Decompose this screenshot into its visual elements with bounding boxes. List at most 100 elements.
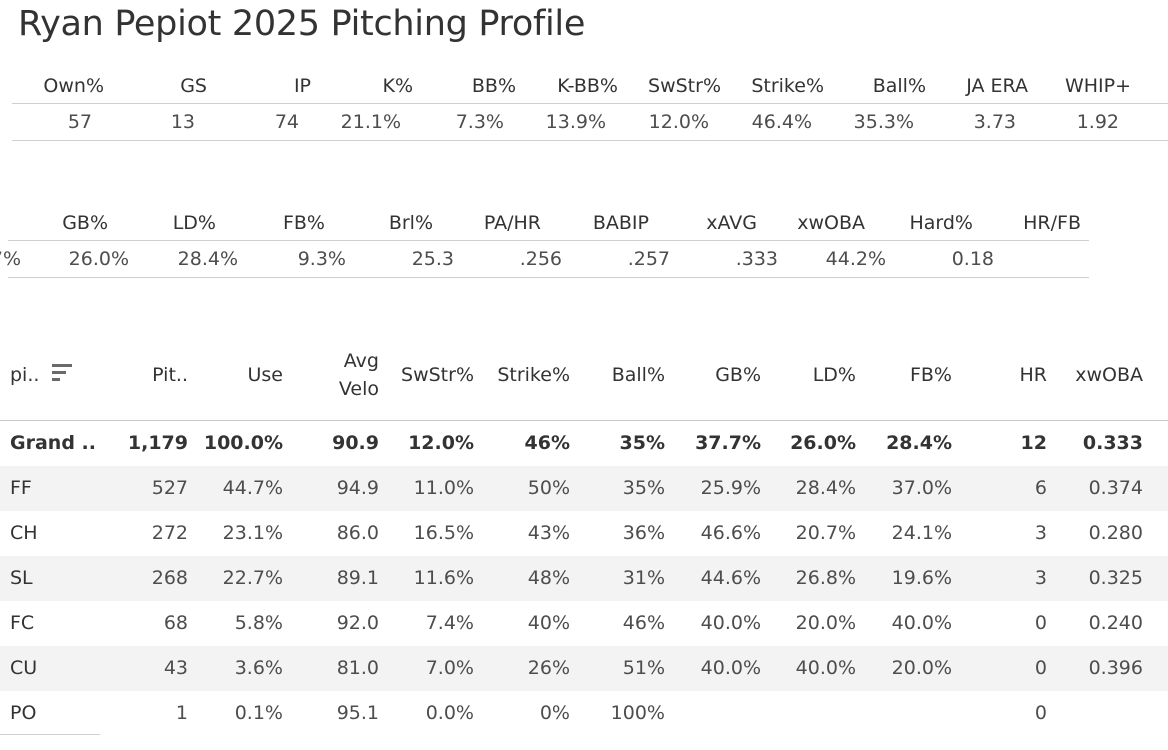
table-cell: 6 — [1034, 477, 1047, 499]
table-cell: 40.0% — [700, 612, 761, 634]
row-label: CU — [10, 657, 38, 679]
table-cell: 28.4% — [886, 432, 952, 454]
summary-header-6: SwStr% — [648, 75, 721, 97]
header-swstr: SwStr% — [401, 364, 474, 386]
row-label: PO — [10, 702, 37, 724]
sort-icon[interactable] — [52, 364, 74, 382]
table-row: CU 43 3.6% 81.0 7.0% 26% 51% 40.0% 40.0% 20.0% 0 0.… — [0, 646, 1168, 691]
batted-ball-value-row: 37.7% 26.0% 28.4% 9.3% 25.3 .256 .257 .333 44.2%… — [0, 240, 1089, 278]
table-cell: 0 — [1034, 702, 1047, 724]
table-cell: 37.0% — [891, 477, 952, 499]
table-cell: 94.9 — [336, 477, 379, 499]
batted_ball-header-4: PA/HR — [483, 212, 541, 234]
table-cell: 0.280 — [1088, 522, 1143, 544]
summary-value-1: 13 — [170, 111, 195, 133]
summary-header-0: Own% — [43, 75, 104, 97]
summary-header-7: Strike% — [751, 75, 824, 97]
summary-value-6: 12.0% — [648, 111, 709, 133]
batted_ball-value-7: .333 — [735, 248, 778, 270]
summary-header-row: Own% GS IP K% BB% K-BB% SwStr% Strike% Ball% JA E… — [0, 68, 1168, 104]
summary-header-8: Ball% — [872, 75, 926, 97]
header-xwoba: xwOBA — [1075, 364, 1143, 386]
table-row: FC 68 5.8% 92.0 7.4% 40% 46% 40.0% 20.0% 40.0% 0 0.… — [0, 601, 1168, 646]
table-cell: 40.0% — [891, 612, 952, 634]
batted-ball-table: GB% LD% FB% Brl% PA/HR BABIP xAVG xwOBA Hard% HR/… — [0, 205, 1168, 278]
table-cell: 43 — [163, 657, 188, 679]
batted_ball-value-3: 9.3% — [297, 248, 346, 270]
batted_ball-value-6: .257 — [627, 248, 670, 270]
row-label: SL — [10, 567, 33, 589]
table-bottom-border — [0, 734, 100, 735]
batted_ball-value-2: 28.4% — [177, 248, 238, 270]
table-cell: 50% — [527, 477, 570, 499]
table-cell: 51% — [622, 657, 665, 679]
table-cell: 40% — [527, 612, 570, 634]
batted_ball-value-9: 0.18 — [951, 248, 994, 270]
summary-value-2: 74 — [274, 111, 299, 133]
grand-total-row: Grand .. 1,179 100.0% 90.9 12.0% 46% 35% 37.7% 2… — [0, 421, 1168, 467]
batted-ball-header-row: GB% LD% FB% Brl% PA/HR BABIP xAVG xwOBA Hard% HR/… — [0, 205, 1168, 241]
table-cell: 0 — [1034, 612, 1047, 634]
table-cell: 43% — [527, 522, 570, 544]
table-cell: 89.1 — [336, 567, 379, 589]
table-cell: 35% — [622, 477, 665, 499]
summary-value-0: 57 — [67, 111, 92, 133]
summary-header-5: K-BB% — [557, 75, 618, 97]
table-cell: 0.325 — [1088, 567, 1143, 589]
table-cell: 527 — [151, 477, 188, 499]
summary-value-row: 57 13 74 21.1% 7.3% 13.9% 12.0% 46.4% 35.3% 3.73 1… — [12, 103, 1168, 141]
table-cell: 268 — [151, 567, 188, 589]
summary-value-8: 35.3% — [853, 111, 914, 133]
summary-value-10: 1.92 — [1076, 111, 1119, 133]
table-cell: 0.396 — [1088, 657, 1143, 679]
batted_ball-value-1: 26.0% — [68, 248, 129, 270]
table-cell: 44.6% — [700, 567, 761, 589]
table-cell: 48% — [527, 567, 570, 589]
table-cell: 0 — [1034, 657, 1047, 679]
table-row: PO 1 0.1% 95.1 0.0% 0% 100% 0 — [0, 691, 1168, 736]
table-cell: 3.6% — [234, 657, 283, 679]
summary-header-10: WHIP+ — [1064, 75, 1131, 97]
page-title: Ryan Pepiot 2025 Pitching Profile — [18, 4, 586, 44]
table-cell: 90.9 — [332, 432, 379, 454]
table-cell: 19.6% — [891, 567, 952, 589]
header-use: Use — [247, 364, 284, 386]
table-cell: 12 — [1020, 432, 1047, 454]
table-cell: 26.0% — [790, 432, 856, 454]
table-cell: 40.0% — [795, 657, 856, 679]
row-label: Grand .. — [10, 432, 96, 454]
table-cell: 0.240 — [1088, 612, 1143, 634]
header-pitch-type[interactable]: pi.. — [10, 364, 40, 386]
summary-header-4: BB% — [471, 75, 516, 97]
table-cell: 1,179 — [127, 432, 188, 454]
table-cell: 25.9% — [700, 477, 761, 499]
table-cell: 11.0% — [413, 477, 474, 499]
table-cell: 12.0% — [408, 432, 474, 454]
header-gb: GB% — [715, 364, 761, 386]
batted_ball-value-8: 44.2% — [825, 248, 886, 270]
batted_ball-header-2: FB% — [282, 212, 325, 234]
table-cell: 20.7% — [795, 522, 856, 544]
batted_ball-header-8: Hard% — [909, 212, 973, 234]
header-velo: Velo — [338, 378, 379, 400]
table-cell: 5.8% — [234, 612, 283, 634]
table-cell: 272 — [151, 522, 188, 544]
table-cell: 37.7% — [695, 432, 761, 454]
table-cell: 1 — [175, 702, 188, 724]
table-cell: 0.333 — [1082, 432, 1143, 454]
row-label: FF — [10, 477, 32, 499]
batted_ball-header-9: HR/FB — [1023, 212, 1081, 234]
table-cell: 36% — [622, 522, 665, 544]
table-cell: 0% — [539, 702, 570, 724]
summary-header-1: GS — [180, 75, 207, 97]
table-cell: 24.1% — [891, 522, 952, 544]
header-strike: Strike% — [497, 364, 570, 386]
summary-value-5: 13.9% — [545, 111, 606, 133]
header-ld: LD% — [812, 364, 856, 386]
batted_ball-header-3: Brl% — [388, 212, 433, 234]
table-cell: 40.0% — [700, 657, 761, 679]
table-cell: 20.0% — [795, 612, 856, 634]
table-row: CH 272 23.1% 86.0 16.5% 43% 36% 46.6% 20.7% 24.1%… — [0, 511, 1168, 556]
table-cell: 7.4% — [425, 612, 474, 634]
batted_ball-value-0: 37.7% — [0, 248, 21, 270]
